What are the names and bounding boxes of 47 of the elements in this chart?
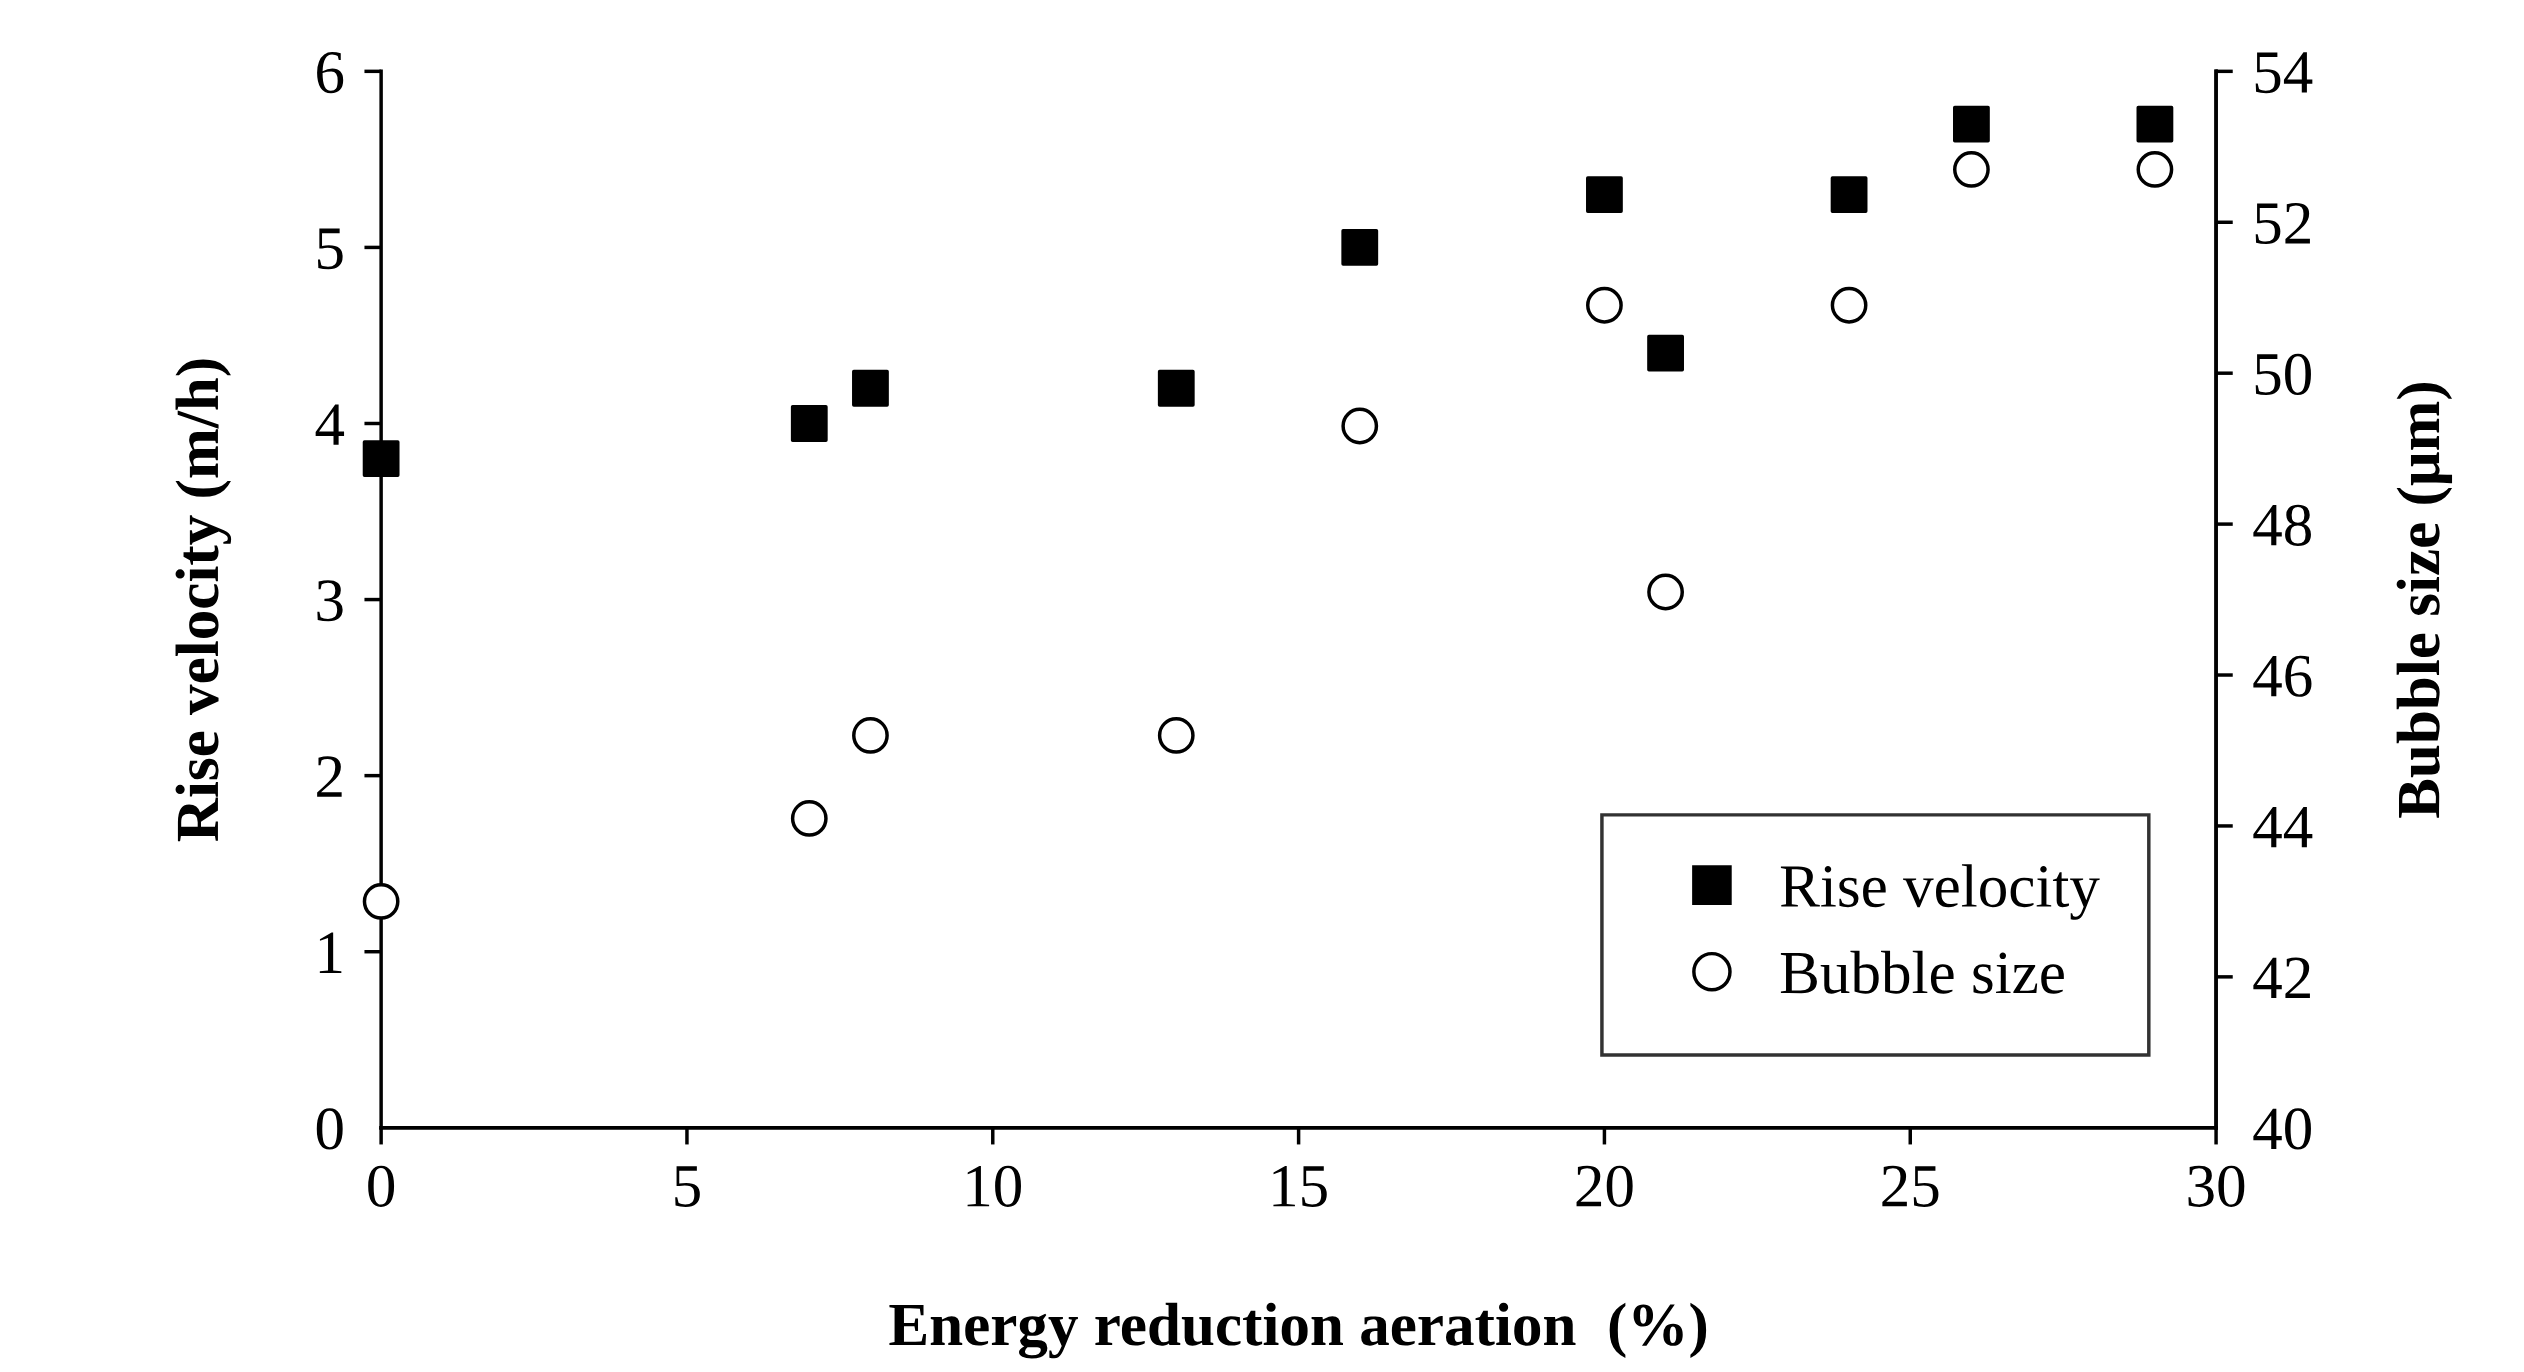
x-tick-label: 10 (967, 1165, 1021, 1207)
y-tick-label: 3 (317, 580, 343, 622)
x-tick-label: 0 (368, 1165, 395, 1207)
x-tick-label: 15 (1273, 1165, 1327, 1207)
y2-tick-label: 50 (2255, 353, 2311, 395)
y2-tick-label: 42 (2253, 957, 2310, 999)
x-tick-label: 20 (1576, 1165, 1633, 1207)
point (790, 799, 828, 837)
point (1586, 176, 1623, 213)
point (1830, 176, 1868, 213)
legend-label: Bubble size (1780, 950, 2064, 994)
point (1953, 105, 1990, 143)
y2-tick-label: 46 (2253, 655, 2312, 697)
y2-tick-label: 40 (2253, 1108, 2311, 1150)
point (852, 369, 889, 407)
point (1341, 229, 1379, 266)
y2-tick-label: 44 (2253, 806, 2313, 848)
y-axis-title: Rise velocity (m/h) (175, 359, 232, 842)
point (1586, 286, 1623, 324)
point (1647, 334, 1684, 372)
y2-tick-label: 54 (2255, 52, 2313, 94)
y2-tick-label: 52 (2255, 203, 2310, 245)
point (1953, 151, 1990, 188)
point (790, 405, 828, 442)
point (1341, 407, 1379, 445)
y-tick-label: 1 (319, 932, 342, 973)
point (2136, 105, 2174, 143)
y-tick-label: 4 (315, 404, 345, 445)
point (1157, 369, 1195, 407)
point (852, 716, 889, 754)
y-tick-label: 6 (317, 52, 344, 94)
x-tick-label: 5 (675, 1166, 700, 1207)
y-tick-label: 2 (317, 756, 342, 797)
x-tick-label: 30 (2188, 1165, 2245, 1207)
y-tick-label: 0 (316, 1108, 343, 1150)
point (1647, 573, 1684, 611)
point (1157, 716, 1195, 754)
point (1830, 286, 1868, 324)
x-axis-title: Energy reduction aeration (%) (889, 1302, 1707, 1359)
y-tick-label: 5 (318, 228, 343, 270)
y2-tick-label: 48 (2253, 504, 2311, 546)
legend-label: Rise velocity (1780, 864, 2100, 920)
point (362, 883, 400, 920)
point (2136, 151, 2174, 188)
y2-axis-title: Bubble size (μm) (2396, 382, 2453, 818)
point (362, 440, 400, 478)
x-tick-label: 25 (1882, 1165, 1939, 1207)
